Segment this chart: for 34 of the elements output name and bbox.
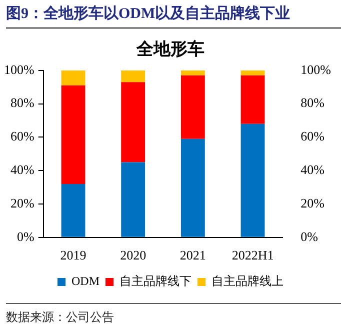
bar (61, 184, 86, 237)
source-note: 数据来源：公司公告 (6, 309, 114, 326)
bar (240, 70, 265, 76)
bar (240, 75, 265, 124)
y2-tick-label: 60% (10, 128, 34, 144)
legend-label: 自主品牌线上 (212, 274, 284, 288)
bar (121, 70, 146, 82)
bar (61, 85, 86, 184)
y-tick-label: 80% (300, 95, 325, 110)
chart-title: 全地形车 (136, 40, 204, 59)
bar (121, 82, 146, 162)
legend-label: 自主品牌线下 (120, 274, 192, 288)
y-tick-label: 20% (300, 195, 325, 210)
bar (180, 138, 205, 237)
x-tick-label: 2022H1 (232, 248, 274, 263)
y-tick-label: 0% (300, 228, 318, 244)
y2-tick-label: 40% (10, 162, 34, 178)
bar (61, 70, 86, 86)
y2-tick-label: 20% (10, 195, 34, 210)
y2-tick-label: 100% (4, 62, 34, 77)
bar (121, 162, 146, 237)
x-tick-label: 2020 (120, 248, 146, 263)
y-tick-label: 40% (300, 162, 325, 178)
bar (180, 75, 205, 139)
y2-tick-label: 0% (16, 228, 34, 244)
x-tick-label: 2019 (60, 248, 86, 263)
y2-tick-label: 80% (10, 95, 34, 110)
y-tick-label: 100% (300, 62, 332, 77)
legend-label: ODM (72, 274, 100, 288)
bar (240, 124, 265, 237)
y-tick-label: 60% (300, 128, 325, 144)
chart-subtitle: 图9：全地形车以ODM以及自主品牌线下业 (6, 4, 292, 23)
x-tick-label: 2021 (180, 248, 206, 263)
bar (180, 70, 205, 76)
